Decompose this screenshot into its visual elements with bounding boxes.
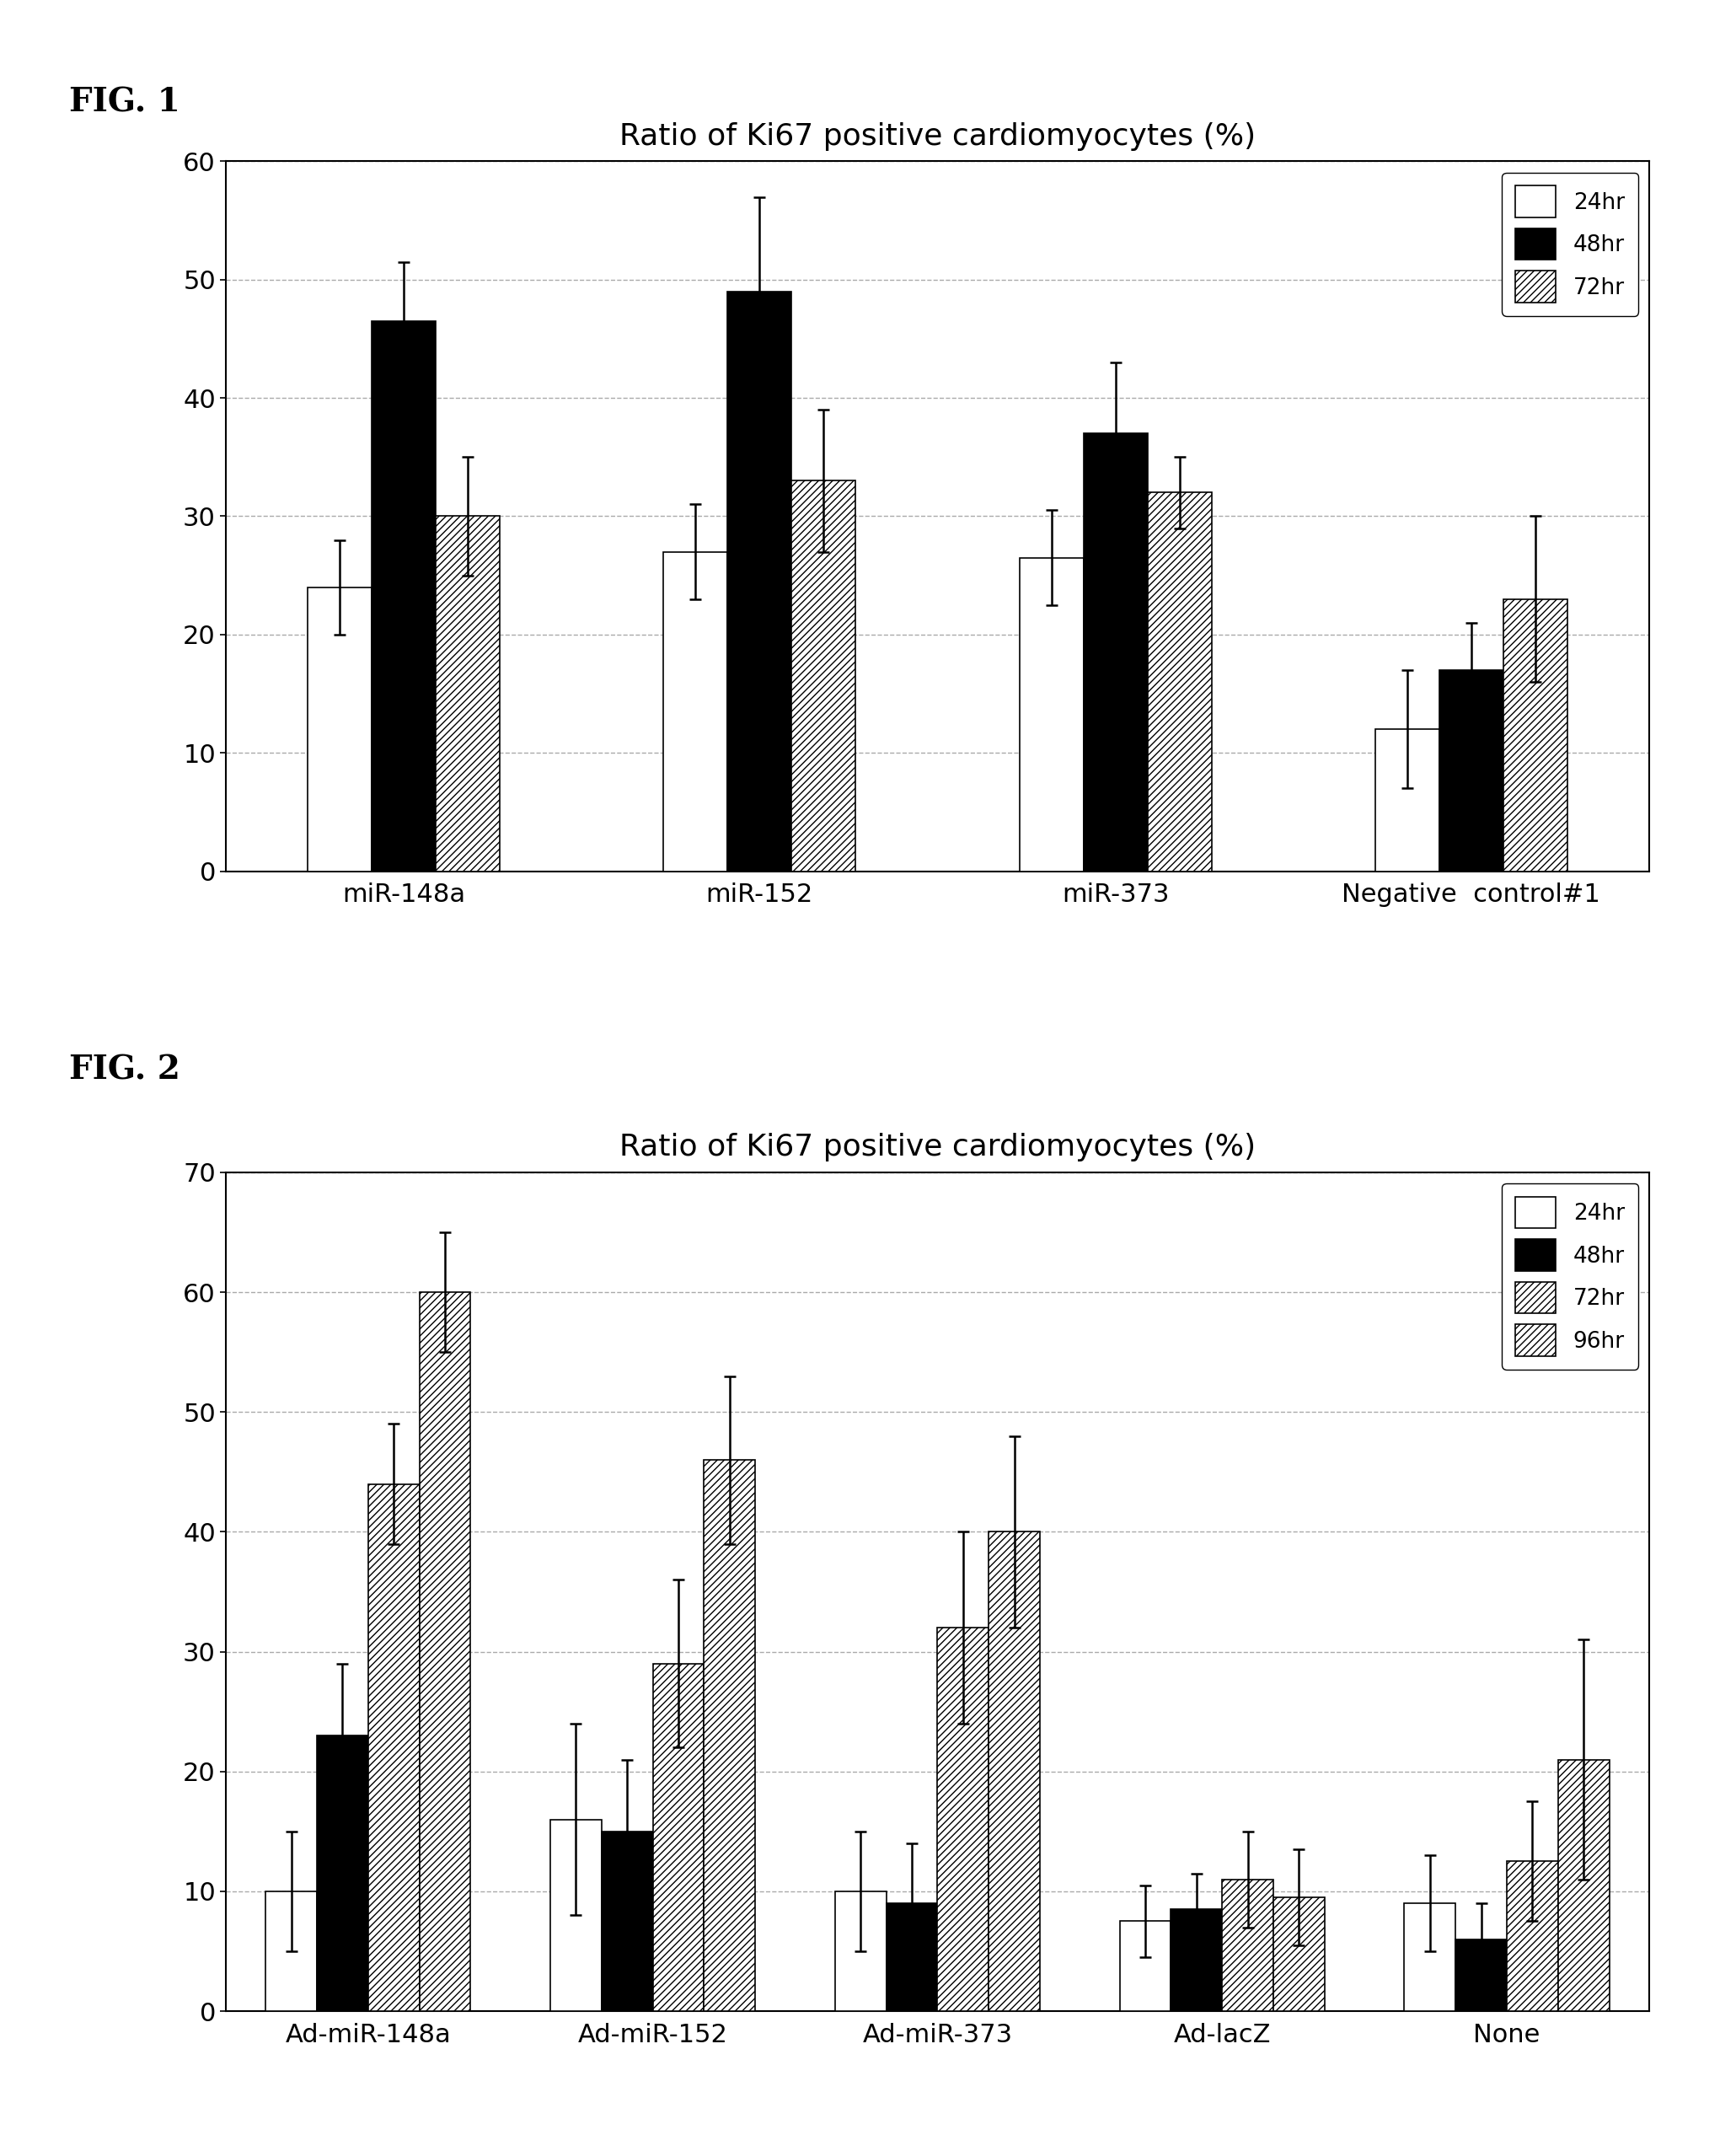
Bar xyxy=(1559,1760,1609,2011)
Bar xyxy=(1455,1940,1507,2011)
Bar xyxy=(436,516,500,871)
Text: FIG. 2: FIG. 2 xyxy=(69,1054,181,1086)
Bar xyxy=(1170,1910,1222,2011)
Legend: 24hr, 48hr, 72hr, 96hr: 24hr, 48hr, 72hr, 96hr xyxy=(1502,1183,1639,1370)
Bar xyxy=(705,1461,755,2011)
Bar xyxy=(601,1831,653,2011)
Bar xyxy=(368,1484,420,2011)
Legend: 24hr, 48hr, 72hr: 24hr, 48hr, 72hr xyxy=(1502,172,1639,316)
Bar xyxy=(1120,1921,1170,2011)
Bar xyxy=(653,1663,705,2011)
Bar xyxy=(372,320,436,871)
Bar xyxy=(1375,729,1439,871)
Bar xyxy=(1274,1897,1325,2011)
Bar xyxy=(316,1736,368,2011)
Bar xyxy=(835,1891,885,2011)
Bar xyxy=(937,1628,990,2011)
Bar xyxy=(1404,1904,1455,2011)
Bar xyxy=(1503,600,1568,871)
Bar xyxy=(1019,557,1083,871)
Bar xyxy=(1147,493,1212,871)
Bar xyxy=(727,293,792,871)
Bar xyxy=(266,1891,316,2011)
Bar xyxy=(307,587,372,871)
Bar xyxy=(1507,1861,1559,2011)
Bar xyxy=(885,1904,937,2011)
Title: Ratio of Ki67 positive cardiomyocytes (%): Ratio of Ki67 positive cardiomyocytes (%… xyxy=(620,123,1255,151)
Title: Ratio of Ki67 positive cardiomyocytes (%): Ratio of Ki67 positive cardiomyocytes (%… xyxy=(620,1134,1255,1162)
Bar xyxy=(1083,435,1147,871)
Text: FIG. 1: FIG. 1 xyxy=(69,86,181,118)
Bar xyxy=(990,1532,1040,2011)
Bar xyxy=(1439,671,1503,871)
Bar xyxy=(792,482,856,871)
Bar xyxy=(663,553,727,871)
Bar xyxy=(1222,1880,1274,2011)
Bar xyxy=(420,1293,470,2011)
Bar xyxy=(550,1820,601,2011)
